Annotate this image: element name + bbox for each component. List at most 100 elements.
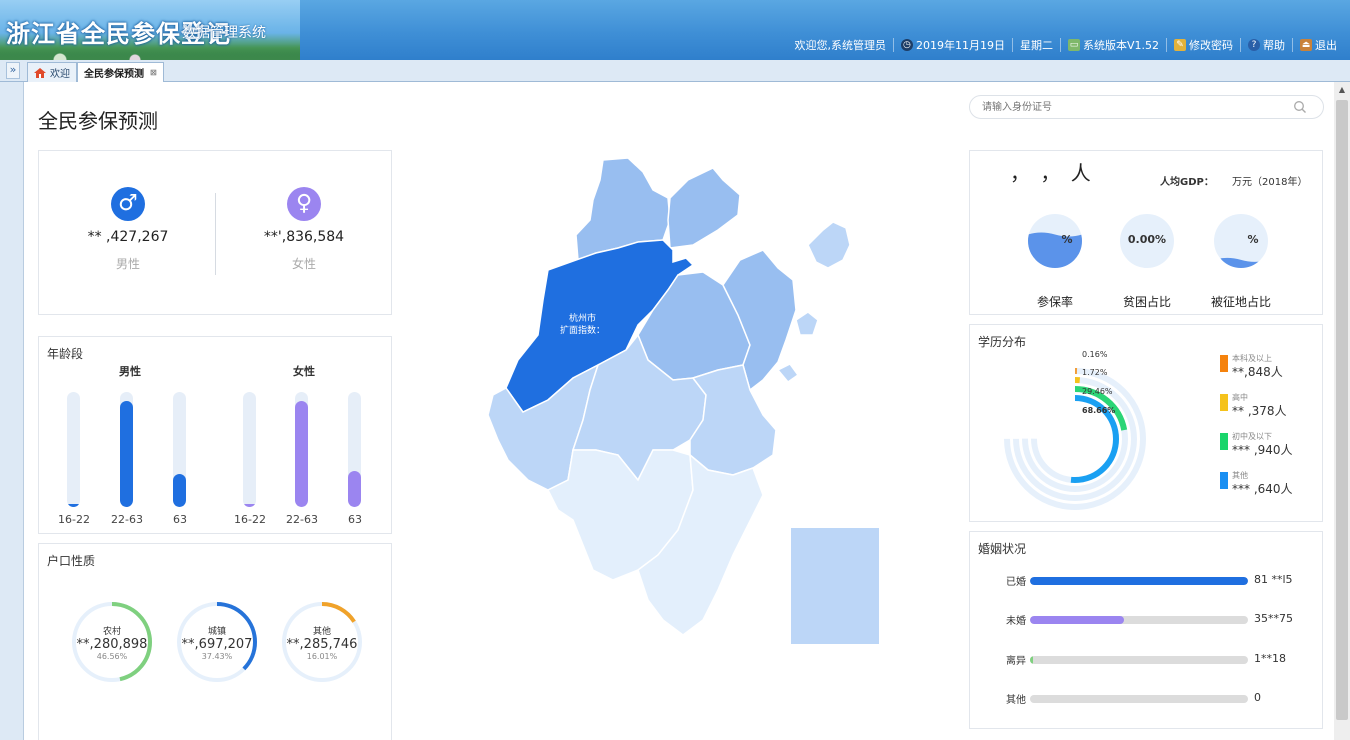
vertical-scrollbar[interactable]: ▲ xyxy=(1334,82,1350,740)
map-inset-box[interactable] xyxy=(791,528,879,644)
expand-sidebar-button[interactable]: » xyxy=(6,62,20,79)
top-banner: 浙江省全民参保登记 数据管理系统 欢迎您,系统管理员 ◷ 2019年11月19日… xyxy=(0,0,1350,60)
age-female-tick: 22-63 xyxy=(286,513,318,526)
hukou-type-name: 农村 xyxy=(102,626,121,637)
ratio-ball[interactable] xyxy=(1214,211,1268,271)
map-region-jinhua[interactable] xyxy=(571,333,707,482)
tab-insurance-forecast-label: 全民参保预测 xyxy=(84,69,144,80)
marriage-bar-track xyxy=(1030,616,1248,624)
male-icon: ♂ xyxy=(111,187,145,221)
map-region-wenzhou[interactable] xyxy=(637,453,764,636)
education-legend-name: 本科及以上 xyxy=(1232,354,1272,363)
logout-icon: ⏏ xyxy=(1300,39,1312,51)
marriage-label: 其他 xyxy=(1006,695,1026,706)
marriage-count: 35**75 xyxy=(1254,612,1293,625)
education-ring-arc[interactable] xyxy=(1022,386,1128,492)
hukou-donut[interactable]: 其他 **,285,746 16.01% xyxy=(279,596,365,688)
age-male-bar-track xyxy=(120,392,133,507)
age-female-tick: 16-22 xyxy=(234,513,266,526)
app-subtitle: 数据管理系统 xyxy=(182,25,266,41)
population-stats-panel: ， ， 人 人均GDP： 万元（2018年） % 参保率 0.00% 贫困占比% 被征地… xyxy=(969,150,1323,315)
education-ring-arc[interactable] xyxy=(1004,368,1146,510)
clock-icon: ◷ xyxy=(900,39,913,51)
ratio-ball[interactable] xyxy=(1120,211,1174,271)
hukou-type-count: **,285,746 xyxy=(286,636,358,652)
education-ring-percent: 68.66% xyxy=(1082,406,1116,415)
scroll-thumb[interactable] xyxy=(1336,100,1348,720)
age-female-bar[interactable] xyxy=(348,471,361,507)
marriage-count: 1**18 xyxy=(1254,652,1286,665)
date-display: ◷ 2019年11月19日 xyxy=(892,38,1012,52)
marriage-panel: 婚姻状况 已婚 81 **l5 未婚 35**75 离异 1**18 其他 0 xyxy=(969,531,1323,729)
welcome-label: 欢迎您,系统管理员 xyxy=(794,39,886,52)
id-search-input[interactable] xyxy=(982,99,1282,115)
home-icon xyxy=(34,67,46,78)
ratio-ball-label: 参保率 xyxy=(1036,295,1073,309)
age-female-bar-track xyxy=(348,392,361,507)
marriage-bar-track xyxy=(1030,695,1248,703)
age-panel-title: 年龄段 xyxy=(47,347,84,361)
age-panel: 年龄段 男性 女性 16-22 22-63 63 16-22 22-63 63 xyxy=(38,336,392,534)
education-ring-chart xyxy=(1004,368,1146,510)
ratio-ball[interactable] xyxy=(1028,211,1082,271)
education-legend-count: ** ,378人 xyxy=(1232,404,1287,418)
female-label: 女性 xyxy=(291,257,316,271)
tab-insurance-forecast[interactable]: 全民参保预测 ⊠ xyxy=(77,62,164,82)
gdp-unit: 万元（2018年） xyxy=(1232,177,1308,188)
marriage-bar-track xyxy=(1030,577,1248,585)
map-region-zhoushan[interactable] xyxy=(776,221,851,384)
age-male-bar[interactable] xyxy=(67,504,80,507)
population-total: ， ， 人 xyxy=(1010,161,1093,185)
search-icon[interactable] xyxy=(1293,100,1307,114)
close-icon[interactable]: ⊠ xyxy=(150,68,157,77)
tab-welcome[interactable]: 欢迎 xyxy=(27,62,77,82)
logout-link[interactable]: ⏏ 退出 xyxy=(1292,38,1344,52)
top-right-toolbar: 欢迎您,系统管理员 ◷ 2019年11月19日 星期二 ▭ 系统版本V1.52 … xyxy=(787,38,1344,52)
help-link[interactable]: ? 帮助 xyxy=(1240,38,1292,52)
marriage-bar[interactable] xyxy=(1030,616,1124,624)
ratio-ball-background xyxy=(1120,214,1174,268)
hukou-panel-title: 户口性质 xyxy=(47,554,96,568)
marriage-bar[interactable] xyxy=(1030,577,1248,585)
education-legend-swatch xyxy=(1220,355,1228,372)
education-ring-arc[interactable] xyxy=(1013,377,1137,501)
marriage-panel-title: 婚姻状况 xyxy=(978,542,1027,556)
map-region-ningbo[interactable] xyxy=(722,249,797,392)
marriage-label: 已婚 xyxy=(1006,577,1026,588)
hukou-donut-arc xyxy=(282,602,362,682)
education-legend-count: *** ,640人 xyxy=(1232,482,1293,496)
hukou-donut-arc xyxy=(177,602,257,682)
monitor-icon: ▭ xyxy=(1067,39,1080,51)
date-label: 2019年11月19日 xyxy=(915,39,1005,52)
hukou-panel: 户口性质 农村 **,280,898 46.56% 城镇 **,697,207 37.43… xyxy=(38,543,392,740)
hukou-type-percent: 37.43% xyxy=(201,651,233,661)
scroll-up-arrow-icon[interactable]: ▲ xyxy=(1338,85,1346,94)
ratio-ball-value: % xyxy=(1061,233,1073,246)
change-password-link[interactable]: ✎ 修改密码 xyxy=(1166,38,1240,52)
education-ring-arc[interactable] xyxy=(1031,395,1119,483)
age-male-bar-track xyxy=(173,392,186,507)
age-male-bar[interactable] xyxy=(120,401,133,507)
marriage-label: 未婚 xyxy=(1006,616,1026,627)
age-female-bar[interactable] xyxy=(295,401,308,507)
gender-panel: ♂ ** ,427,267 男性 ♀ **',836,584 女性 xyxy=(38,150,392,315)
education-ring-percent: 1.72% xyxy=(1082,368,1108,377)
map-city-name: 杭州市 xyxy=(569,314,597,324)
education-legend-name: 高中 xyxy=(1232,393,1248,402)
hukou-type-count: **,697,207 xyxy=(181,636,253,652)
change-password-label: 修改密码 xyxy=(1189,39,1233,52)
marriage-label: 离异 xyxy=(1006,656,1026,667)
age-male-bar[interactable] xyxy=(173,474,186,507)
education-legend-count: *** ,940人 xyxy=(1232,443,1293,457)
hukou-type-percent: 16.01% xyxy=(306,651,338,661)
app-title: 浙江省全民参保登记 xyxy=(6,20,231,48)
hukou-donut[interactable]: 农村 **,280,898 46.56% xyxy=(69,596,155,688)
age-female-bar[interactable] xyxy=(243,504,256,507)
hukou-donut-arc xyxy=(72,602,152,682)
male-stat: ♂ ** ,427,267 男性 xyxy=(53,187,203,272)
marriage-bar[interactable] xyxy=(1030,656,1033,664)
map-region-taizhou[interactable] xyxy=(689,364,777,476)
map-region-jiaxing[interactable] xyxy=(667,167,741,249)
hukou-donut[interactable]: 城镇 **,697,207 37.43% xyxy=(174,596,260,688)
age-male-tick: 16-22 xyxy=(58,513,90,526)
